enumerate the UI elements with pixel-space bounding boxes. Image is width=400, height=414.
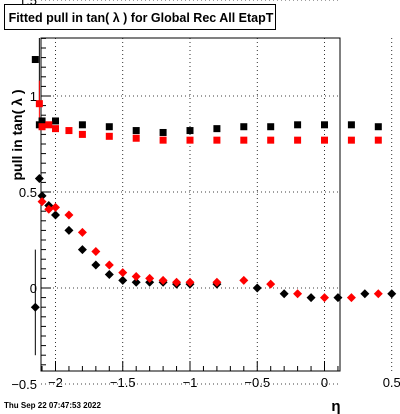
error-bars: [34, 38, 40, 356]
marker-diamond: [51, 202, 60, 212]
marker-diamond: [212, 277, 222, 287]
x-tick-label: −0.5: [244, 375, 270, 390]
marker-diamond: [373, 289, 383, 299]
marker-diamond: [118, 268, 128, 278]
marker-diamond: [91, 260, 101, 270]
marker-diamond: [131, 277, 141, 287]
marker-square: [38, 123, 46, 131]
marker-diamond: [37, 191, 47, 201]
marker-diamond: [64, 210, 74, 220]
marker-diamond: [172, 277, 182, 287]
marker-diamond: [279, 289, 289, 299]
x-tick-label: −1.5: [110, 375, 136, 390]
marker-square: [35, 100, 43, 108]
marker-diamond: [320, 293, 329, 303]
marker-diamond: [77, 227, 87, 237]
marker-diamond: [131, 271, 141, 281]
marker-square: [105, 123, 113, 131]
marker-diamond: [293, 289, 303, 299]
y-tick-label: 0: [30, 281, 37, 296]
marker-diamond: [64, 225, 74, 235]
marker-square: [213, 136, 221, 144]
marker-square: [78, 121, 86, 129]
title-box: Fitted pull in tan( λ ) for Global Rec A…: [4, 4, 276, 30]
marker-diamond: [91, 247, 101, 257]
x-tick-label: −1: [183, 375, 198, 390]
data-marks: [30, 56, 397, 312]
marker-square: [347, 121, 355, 129]
marker-square: [132, 134, 140, 142]
marker-square: [213, 125, 221, 133]
marker-square: [374, 136, 382, 144]
marker-square: [132, 127, 140, 135]
marker-diamond: [387, 289, 397, 299]
marker-diamond: [306, 293, 316, 303]
marker-diamond: [346, 293, 356, 303]
marker-diamond: [104, 260, 114, 270]
marker-diamond: [185, 277, 195, 287]
chart-title: Fitted pull in tan( λ ) for Global Rec A…: [8, 11, 274, 25]
marker-diamond: [51, 210, 60, 220]
marker-square: [321, 121, 328, 129]
marker-square: [159, 128, 167, 136]
marker-diamond: [145, 273, 155, 283]
marker-square: [240, 136, 248, 144]
marker-square: [105, 132, 113, 140]
marker-square: [374, 123, 382, 131]
marker-diamond: [37, 197, 47, 207]
marker-diamond: [77, 245, 87, 255]
marker-square: [65, 127, 73, 135]
marker-diamond: [360, 289, 370, 299]
x-tick-label: 0: [321, 375, 328, 390]
marker-square: [267, 136, 275, 144]
marker-diamond: [104, 270, 114, 280]
y-tick-label: −0.5: [11, 377, 37, 392]
marker-diamond: [30, 302, 40, 312]
marker-square: [294, 136, 302, 144]
axis-ticks: [41, 37, 339, 371]
y-axis-label: pull in tan( λ ): [9, 90, 25, 181]
marker-square: [347, 136, 355, 144]
marker-diamond: [252, 283, 262, 293]
marker-square: [186, 127, 194, 135]
marker-diamond: [44, 204, 54, 214]
marker-square: [52, 125, 59, 133]
marker-diamond: [266, 279, 276, 289]
x-tick-label: −2: [48, 375, 63, 390]
marker-square: [267, 123, 275, 131]
marker-diamond: [34, 174, 44, 184]
marker-square: [38, 117, 46, 125]
marker-square: [45, 121, 53, 129]
marker-square: [52, 117, 59, 125]
marker-square: [78, 130, 86, 138]
marker-diamond: [333, 293, 343, 303]
frame: [40, 37, 341, 372]
marker-square: [159, 136, 167, 144]
datestamp: Thu Sep 22 07:47:53 2022: [4, 401, 101, 410]
x-tick-label: 0.5: [383, 375, 400, 390]
y-tick-label: 0.5: [19, 185, 37, 200]
tick-labels: −2−1.5−1−0.500.511.52−0.500.511.522.5: [11, 0, 400, 392]
marker-diamond: [118, 275, 128, 285]
x-axis-label: η: [331, 398, 340, 414]
marker-square: [31, 56, 39, 64]
y-tick-label: 1: [30, 89, 37, 104]
marker-diamond: [158, 275, 168, 285]
marker-square: [294, 121, 302, 129]
grid: [41, 0, 393, 385]
marker-diamond: [239, 275, 249, 285]
marker-square: [321, 136, 328, 144]
marker-square: [186, 136, 194, 144]
y-tick-label: 1.5: [19, 0, 37, 8]
marker-square: [240, 123, 248, 131]
